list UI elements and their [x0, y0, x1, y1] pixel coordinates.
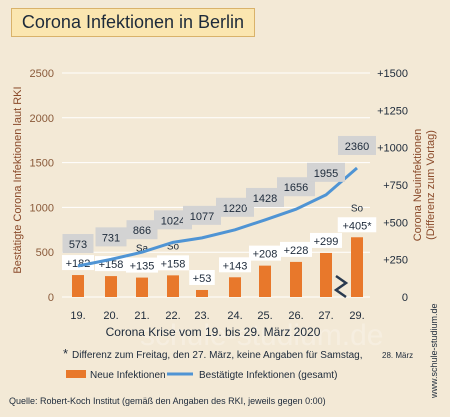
legend-label-line: Bestätigte Infektionen (gesamt): [199, 370, 337, 381]
y-right-tick-label: +1500: [377, 68, 408, 80]
bar-new-infections: [290, 261, 302, 297]
line-label-box: [277, 177, 315, 197]
bar-value-label: +299: [314, 236, 339, 248]
bar-value-label: +228: [284, 245, 309, 257]
y-right-tick-label: +500: [383, 217, 408, 229]
bar-new-infections: [320, 252, 332, 297]
line-value-label: 1220: [223, 203, 247, 215]
y-right-tick-label: 0: [402, 292, 408, 304]
line-series-confirmed: [77, 166, 358, 268]
line-value-label: 1955: [314, 168, 338, 180]
source-text: Quelle: Robert-Koch Institut (gemäß den …: [9, 396, 326, 406]
x-axis-label: Corona Krise vom 19. bis 29. März 2020: [106, 325, 321, 339]
line-label-box: [95, 227, 127, 247]
line-label-box: [126, 220, 158, 240]
background-watermark: schule-studium.de: [140, 319, 383, 352]
bar-value-label: +158: [161, 258, 186, 270]
bar-label-box: [126, 257, 158, 273]
legend-label-bar: Neue Infektionen: [90, 370, 166, 381]
x-tick-label: 23.: [194, 310, 209, 322]
line-value-label: 731: [102, 232, 120, 244]
bar-label-box: [62, 255, 94, 271]
x-tick-label: 27.: [318, 310, 333, 322]
y-axis-right-label-line1: Corona Neuinfektionen: [412, 129, 424, 242]
bar-value-label: +182: [66, 258, 91, 270]
day-note-label: Sa: [136, 244, 149, 255]
y-right-tick-label: +750: [383, 180, 408, 192]
y-right-tick-label: +250: [383, 255, 408, 267]
bar-value-label: +405*: [342, 220, 372, 232]
x-tick-label: 29.: [349, 310, 364, 322]
footnote-text: Differenz zum Freitag, den 27. März, kei…: [72, 350, 363, 361]
vertical-watermark: www.schule-studium.de: [429, 303, 439, 399]
footnote-asterisk: *: [63, 346, 68, 361]
bar-new-infections: [351, 237, 363, 297]
line-value-label: 573: [69, 239, 87, 251]
y-axis-left-label: Bestätigte Corona Infektionen laut RKI: [12, 86, 24, 273]
line-label-box: [338, 135, 376, 155]
y-right-tick-label: +1000: [377, 143, 408, 155]
x-tick-label: 22.: [165, 310, 180, 322]
bar-value-label: +53: [193, 273, 212, 285]
bar-label-box: [157, 255, 189, 271]
x-tick-label: 21.: [134, 310, 149, 322]
y-left-tick-label: 1500: [30, 158, 54, 170]
bar-value-label: +135: [130, 261, 155, 273]
y-left-tick-label: 1000: [30, 202, 54, 214]
x-tick-label: 26.: [288, 310, 303, 322]
bar-new-infections: [259, 265, 271, 297]
line-value-label: 1077: [190, 211, 214, 223]
bar-label-box: [249, 245, 281, 261]
legend-swatch-bar: [66, 370, 86, 378]
day-note-label: So: [167, 241, 180, 252]
y-left-tick-label: 2000: [30, 113, 54, 125]
x-tick-label: 19.: [70, 310, 85, 322]
line-label-box: [216, 197, 254, 217]
bar-new-infections: [136, 277, 148, 297]
bar-label-box: [219, 257, 251, 273]
bar-new-infections: [105, 276, 117, 297]
y-left-tick-label: 500: [36, 247, 54, 259]
x-tick-label: 25.: [257, 310, 272, 322]
y-left-tick-label: 2500: [30, 68, 54, 80]
line-label-box: [62, 233, 94, 253]
line-label-box: [246, 187, 284, 207]
bar-new-infections: [229, 277, 241, 297]
day-note-label: So: [351, 203, 364, 214]
chart-title: Corona Infektionen in Berlin: [21, 12, 245, 32]
bar-new-infections: [167, 275, 179, 297]
line-label-box: [307, 162, 345, 182]
y-left-tick-label: 0: [48, 292, 54, 304]
chart-title-box: Corona Infektionen in Berlin: [11, 8, 255, 37]
bar-value-label: +143: [223, 260, 248, 272]
bar-label-box: [189, 269, 215, 285]
bar-new-infections: [72, 275, 84, 297]
line-label-box: [183, 205, 221, 225]
bar-value-label: +208: [253, 249, 278, 261]
bar-label-box: [310, 232, 342, 248]
axis-break-marker: [333, 274, 349, 299]
line-value-label: 1656: [284, 182, 308, 194]
line-value-label: 1024: [161, 215, 185, 227]
bar-label-box: [280, 241, 312, 257]
footnote-small-text: 28. März: [382, 351, 413, 360]
y-axis-right-label-line2: (Differenz zum Vortag): [425, 130, 437, 240]
line-label-box: [154, 210, 192, 230]
y-right-tick-label: +1250: [377, 105, 408, 117]
line-value-label: 2360: [345, 141, 369, 153]
bar-new-infections: [196, 289, 208, 297]
line-value-label: 866: [133, 225, 151, 237]
x-tick-label: 24.: [227, 310, 242, 322]
x-tick-label: 20.: [103, 310, 118, 322]
line-value-label: 1428: [253, 193, 277, 205]
bar-label-box: [337, 217, 377, 233]
